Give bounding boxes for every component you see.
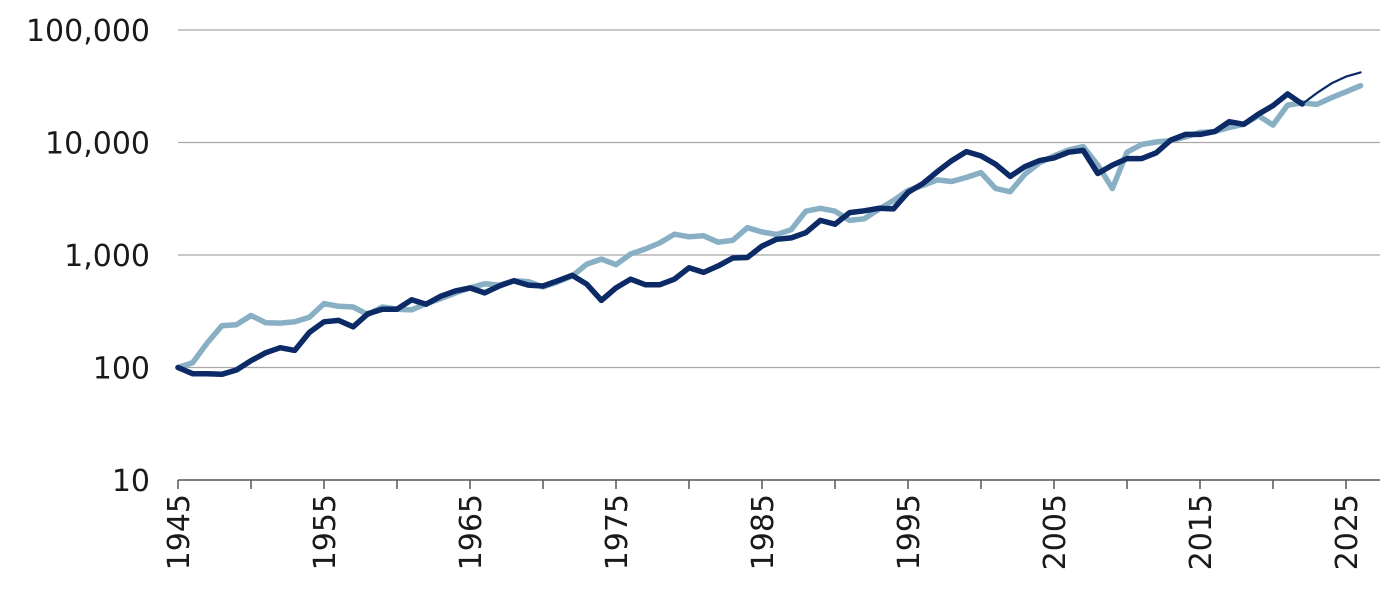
x-tick-label: 1985: [746, 494, 781, 570]
series-line-1-extension: [1301, 71, 1362, 106]
gridlines: [178, 29, 1380, 369]
x-axis: 1945 1955 1965 1975 1985 1995 2005 2015 2025: [162, 479, 1380, 570]
y-axis-tick-labels: 10 100 1,000 10,000 100,000: [26, 14, 150, 499]
series-line-1: [175, 91, 1305, 378]
x-tick-label: 1965: [454, 494, 489, 570]
x-tick-label: 1995: [892, 494, 927, 570]
x-tick-label: 2015: [1184, 494, 1219, 570]
x-tick-label: 1945: [162, 494, 197, 570]
y-tick-label: 1,000: [64, 239, 150, 274]
x-tick-label: 2005: [1038, 494, 1073, 570]
series-lines: [175, 71, 1364, 378]
x-tick-label: 1975: [600, 494, 635, 570]
y-tick-label: 100,000: [26, 14, 150, 49]
y-tick-label: 10,000: [45, 127, 150, 162]
x-tick-label: 2025: [1330, 494, 1365, 570]
y-tick-label: 100: [93, 352, 150, 387]
x-tick-label: 1955: [308, 494, 343, 570]
y-tick-label: 10: [112, 464, 150, 499]
